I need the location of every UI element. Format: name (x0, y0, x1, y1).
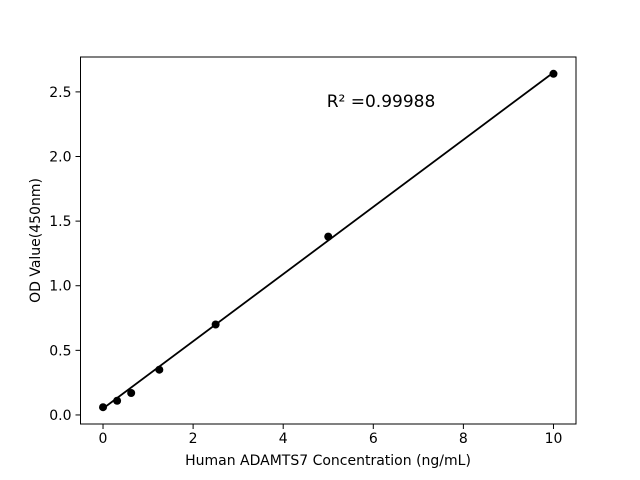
data-point (127, 388, 136, 397)
x-axis-ticks: 0 2 4 6 8 10 (99, 424, 563, 447)
y-tick-label: 1.0 (49, 279, 71, 295)
y-tick-label: 1.5 (49, 214, 71, 230)
data-series (99, 69, 558, 412)
y-tick-label: 2.0 (49, 150, 71, 166)
data-point (155, 365, 164, 374)
data-point (113, 396, 122, 405)
x-tick-label: 10 (545, 431, 563, 447)
data-point (211, 320, 220, 329)
y-tick-label: 2.5 (49, 85, 71, 101)
y-axis-label: OD Value(450nm) (28, 178, 44, 303)
plot-area-border (80, 56, 577, 425)
y-tick-label: 0.5 (49, 343, 71, 359)
y-axis-ticks: 0.0 0.5 1.0 1.5 2.0 2.5 (49, 85, 81, 424)
x-axis-label: Human ADAMTS7 Concentration (ng/mL) (185, 453, 471, 469)
x-tick-label: 8 (459, 431, 468, 447)
r-squared-annotation: R² =0.99988 (327, 92, 436, 112)
x-tick-label: 4 (279, 431, 288, 447)
data-point (99, 403, 108, 412)
x-tick-label: 0 (99, 431, 108, 447)
x-tick-label: 2 (189, 431, 198, 447)
x-tick-label: 6 (369, 431, 378, 447)
data-point (549, 69, 558, 78)
y-tick-label: 0.0 (49, 408, 71, 424)
data-point (324, 232, 333, 241)
